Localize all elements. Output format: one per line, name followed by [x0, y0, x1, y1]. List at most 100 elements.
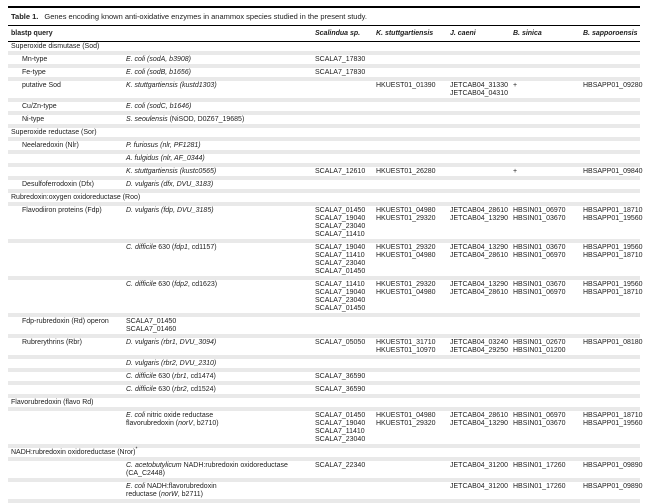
- source-cell: C. difficile 630 (fdp1, cd1157): [126, 244, 315, 276]
- bsapporoensis-cell: [583, 69, 640, 77]
- source-text: nitric oxide reductase: [145, 412, 214, 419]
- locus-tag: SCALA7_11410: [315, 428, 365, 435]
- source-text: K. stuttgartiensis (kustc0565): [126, 168, 217, 175]
- source-text: D. vulgaris (dfx, DVU_3183): [126, 181, 214, 188]
- locus-tag: HKUEST01_10970: [376, 347, 436, 354]
- bsinica-cell: [513, 386, 583, 394]
- table-row: E. coli NADH:flavorubredoxin reductase (n…: [8, 482, 643, 499]
- source-cell: C. difficile 630 (fdp2, cd1623): [126, 281, 315, 313]
- jcaeni-cell: [450, 360, 513, 368]
- locus-tag: HKUEST01_31710: [376, 339, 436, 346]
- bsinica-cell: [513, 142, 583, 150]
- scalindua-cell: SCALA7_12610: [315, 168, 376, 176]
- bsinica-cell: [513, 69, 583, 77]
- locus-tag: JETCAB04_04310: [450, 90, 508, 97]
- table-row: C. difficile 630 (fdp2, cd1623) SCALA7_11…: [8, 280, 643, 313]
- source-cell: E. coli (sodA, b3908): [126, 56, 315, 64]
- bsapporoensis-cell: HBSAPP01_18710 HBSAPP01_19560: [583, 412, 643, 444]
- table-row: Rubrerythrins (Rbr) D. vulgaris (rbr1, DV…: [8, 338, 643, 355]
- row-separator: [8, 457, 640, 461]
- locus-tag: JETCAB04_13290: [450, 215, 508, 222]
- query-label: [8, 483, 126, 499]
- locus-tag: JETCAB04_28610: [450, 207, 508, 214]
- query-label: [8, 462, 126, 478]
- source-text: E. coli (sodA, b3908): [126, 56, 191, 63]
- scalindua-cell: SCALA7_22340: [315, 462, 376, 478]
- locus-tag: SCALA7_11410: [315, 281, 365, 288]
- table-row: C. difficile 630 (rbr1, cd1474) SCALA7_36…: [8, 372, 640, 381]
- bsinica-cell: HBSIN01_02670 HBSIN01_01200: [513, 339, 583, 355]
- source-text: SCALA7_01460: [126, 326, 177, 333]
- row-separator: [8, 163, 640, 167]
- source-text: fdp1: [174, 244, 188, 251]
- query-label: Fe-type: [22, 69, 46, 76]
- scalindua-cell: SCALA7_17830: [315, 56, 376, 64]
- locus-tag: SCALA7_19040: [315, 215, 366, 222]
- source-cell: P. furiosus (nlr, PF1281): [126, 142, 315, 150]
- source-text: D. vulgaris (rbr1, DVU_3094): [126, 339, 217, 346]
- bsinica-cell: [513, 155, 583, 163]
- query-label: [8, 281, 126, 313]
- row-separator: [8, 150, 640, 154]
- locus-tag: SCALA7_17830: [315, 56, 366, 63]
- jcaeni-cell: JETCAB04_31200: [450, 483, 513, 499]
- query-label: Fdp-rubredoxin (Rd) operon: [22, 318, 109, 325]
- kstuttgartiensis-cell: HKUEST01_26280: [376, 168, 450, 176]
- section-row: NADH:rubredoxin oxidoreductase (Nror)*: [8, 447, 640, 457]
- locus-tag: HKUEST01_29320: [376, 281, 436, 288]
- locus-tag: HBSAPP01_18710: [583, 412, 643, 419]
- bsinica-cell: HBSIN01_06970 HBSIN01_03670: [513, 412, 583, 444]
- table-row: C. difficile 630 (fdp1, cd1157) SCALA7_19…: [8, 243, 643, 276]
- query-label: Desulfoferrodoxin (Dfx): [22, 181, 94, 188]
- scalindua-cell: [315, 181, 376, 189]
- source-text: fdp2: [174, 281, 188, 288]
- source-text: E. coli: [126, 412, 146, 419]
- locus-tag: SCALA7_01450: [315, 412, 366, 419]
- row-separator: [8, 444, 640, 448]
- bsinica-cell: HBSIN01_17260: [513, 462, 583, 478]
- query-label: [8, 373, 126, 381]
- locus-tag: SCALA7_36590: [315, 373, 366, 380]
- bsapporoensis-cell: [583, 360, 640, 368]
- kstuttgartiensis-cell: [376, 360, 450, 368]
- locus-tag: SCALA7_23040: [315, 223, 366, 230]
- source-text: (CA_C2448): [126, 470, 165, 477]
- locus-tag: JETCAB04_28610: [450, 289, 508, 296]
- scalindua-cell: [315, 82, 376, 98]
- locus-tag: SCALA7_17830: [315, 69, 366, 76]
- bsapporoensis-cell: HBSAPP01_09890: [583, 462, 643, 478]
- query-label: Rubrerythrins (Rbr): [22, 339, 82, 346]
- row-separator: [8, 176, 640, 180]
- locus-tag: SCALA7_22340: [315, 462, 366, 469]
- section-row: Superoxide dismutase (Sod): [8, 42, 640, 51]
- source-text: , b2711): [177, 491, 203, 498]
- locus-tag: HBSIN01_03670: [513, 244, 566, 251]
- header-bsinica: B. sinica: [513, 30, 542, 37]
- locus-tag: SCALA7_36590: [315, 386, 366, 393]
- row-separator: [8, 355, 640, 359]
- locus-tag: SCALA7_05050: [315, 339, 366, 346]
- query-label: Flavodiiron proteins (Fdp): [22, 207, 102, 214]
- kstuttgartiensis-cell: [376, 69, 450, 77]
- kstuttgartiensis-cell: [376, 155, 450, 163]
- scalindua-cell: [315, 116, 376, 124]
- table-number: Table 1.: [11, 12, 39, 21]
- source-text: flavorubredoxin (: [126, 420, 179, 427]
- kstuttgartiensis-cell: HKUEST01_04980 HKUEST01_29320: [376, 412, 450, 444]
- scalindua-cell: [315, 318, 376, 334]
- section-label: Superoxide reductase (Sor): [11, 129, 97, 136]
- table-title: Table 1. Genes encoding known anti-oxidat…: [8, 8, 640, 25]
- source-cell: E. coli (sodC, b1646): [126, 103, 315, 111]
- locus-tag: HBSAPP01_19560: [583, 244, 643, 251]
- jcaeni-cell: JETCAB04_31330 JETCAB04_04310: [450, 82, 513, 98]
- row-separator: [8, 98, 640, 102]
- locus-tag: HKUEST01_04980: [376, 207, 436, 214]
- query-label: [8, 244, 126, 276]
- section-row: Rubredoxin:oxygen oxidoreductase (Roo): [8, 193, 640, 202]
- jcaeni-cell: JETCAB04_13290 JETCAB04_28610: [450, 244, 513, 276]
- bsapporoensis-cell: [583, 142, 640, 150]
- locus-tag: HKUEST01_04980: [376, 252, 436, 259]
- locus-tag: HBSIN01_06970: [513, 252, 566, 259]
- header-scalindua: Scalindua sp.: [315, 30, 361, 37]
- locus-tag: HBSIN01_01200: [513, 347, 566, 354]
